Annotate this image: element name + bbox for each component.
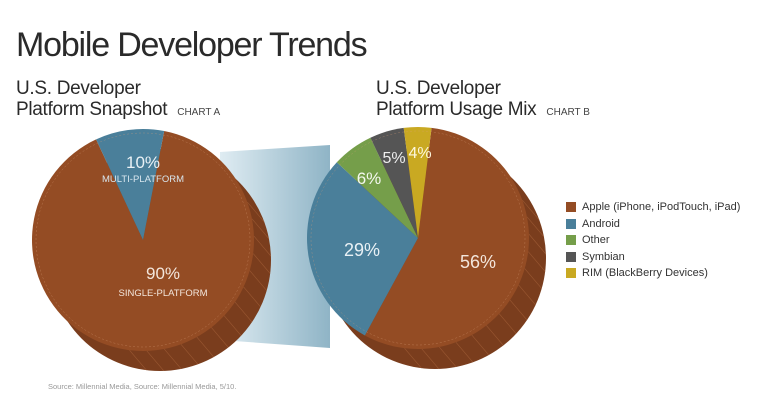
legend-item-other: Other (566, 232, 740, 249)
legend-swatch (566, 268, 576, 279)
legend-item-rim: RIM (BlackBerry Devices) (566, 265, 740, 282)
depth-hatch (252, 253, 271, 274)
source-note: Source: Millennial Media, Source: Millen… (48, 382, 237, 391)
chart-b-pie (307, 127, 547, 370)
depth-hatch (524, 268, 542, 289)
pie-slice-single-platform (32, 131, 255, 352)
slice-value-label: 6% (357, 169, 382, 188)
depth-hatch (163, 348, 182, 370)
pie-slice-symbian (370, 127, 418, 238)
depth-hatch (196, 336, 215, 358)
depth-hatch (253, 235, 272, 257)
slice-value-label: 4% (408, 145, 431, 162)
depth-hatch (234, 301, 253, 323)
depth-hatch (129, 349, 147, 371)
depth-hatch (522, 199, 540, 221)
legend-swatch (566, 251, 576, 262)
chart-a-title: U.S. Developer Platform Snapshot CHART A (16, 78, 220, 123)
depth-hatch (486, 325, 504, 346)
pie-slice-rim-blackberry-devices (403, 127, 432, 238)
chart-a-tag: CHART A (177, 107, 221, 118)
legend-item-apple: Apple (iPhone, iPodTouch, iPad) (566, 199, 740, 216)
legend-label: Android (582, 217, 620, 230)
legend-label: Symbian (582, 250, 625, 263)
chart-a-pie (32, 129, 272, 372)
depth-hatch (211, 327, 229, 348)
slice-labels: 10% MULTI-PLATFORM 90% SINGLE-PLATFORM 56% 29… (102, 145, 496, 299)
depth-hatch (243, 286, 261, 308)
legend-swatch (566, 218, 576, 229)
pie-slice-multi-platform (96, 129, 165, 240)
slice-value-label: 10% (126, 153, 160, 172)
chart-a-title-line1: U.S. Developer (16, 78, 141, 99)
depth-hatch (247, 201, 265, 223)
depth-hatch (180, 344, 199, 365)
depth-hatch (471, 334, 490, 356)
legend-label: Apple (iPhone, iPodTouch, iPad) (582, 201, 741, 214)
pie-rim (310, 130, 526, 346)
slice-name-label: MULTI-PLATFORM (102, 174, 184, 185)
depth-hatch (528, 233, 547, 255)
depth-hatch (498, 313, 517, 334)
chart-b-legend: Apple (iPhone, iPodTouch, iPad) Android … (566, 199, 740, 282)
legend-label: RIM (BlackBerry Devices) (582, 267, 708, 280)
pie-rim (35, 132, 251, 348)
chart-b-title-line2: Platform Usage Mix (376, 99, 537, 120)
pie-slice-other (336, 137, 418, 238)
slice-name-label: SINGLE-PLATFORM (118, 288, 207, 299)
chart-b-tag: CHART B (546, 107, 590, 118)
depth-hatch (438, 346, 457, 368)
pie-slice-apple-iphone-ipodtouch-ipad (364, 127, 530, 350)
depth-hatch (421, 348, 440, 370)
depth-hatch (404, 347, 422, 369)
slice-value-label: 29% (344, 240, 380, 260)
legend-label: Other (582, 234, 610, 247)
depth-hatch (518, 284, 536, 306)
depth-hatch (527, 251, 546, 272)
chart-b-title: U.S. Developer Platform Usage Mix CHART B (376, 78, 590, 123)
slice-value-label: 56% (460, 252, 496, 272)
slice-value-label: 5% (382, 150, 405, 167)
slice-value-label: 90% (146, 264, 180, 283)
legend-swatch (566, 235, 576, 246)
depth-hatch (223, 315, 242, 336)
depth-hatch (526, 216, 545, 238)
depth-hatch (455, 342, 474, 363)
chart-b-title-line1: U.S. Developer (376, 78, 501, 99)
depth-hatch (146, 350, 165, 372)
legend-item-symbian: Symbian (566, 249, 740, 266)
depth-hatch (509, 299, 528, 321)
legend-item-android: Android (566, 216, 740, 233)
page-title: Mobile Developer Trends (16, 26, 368, 64)
pie-slice-android (307, 162, 418, 336)
depth-hatch (249, 270, 267, 291)
legend-swatch (566, 202, 576, 213)
chart-a-title-line2: Platform Snapshot (16, 99, 168, 120)
depth-hatch (251, 218, 270, 240)
